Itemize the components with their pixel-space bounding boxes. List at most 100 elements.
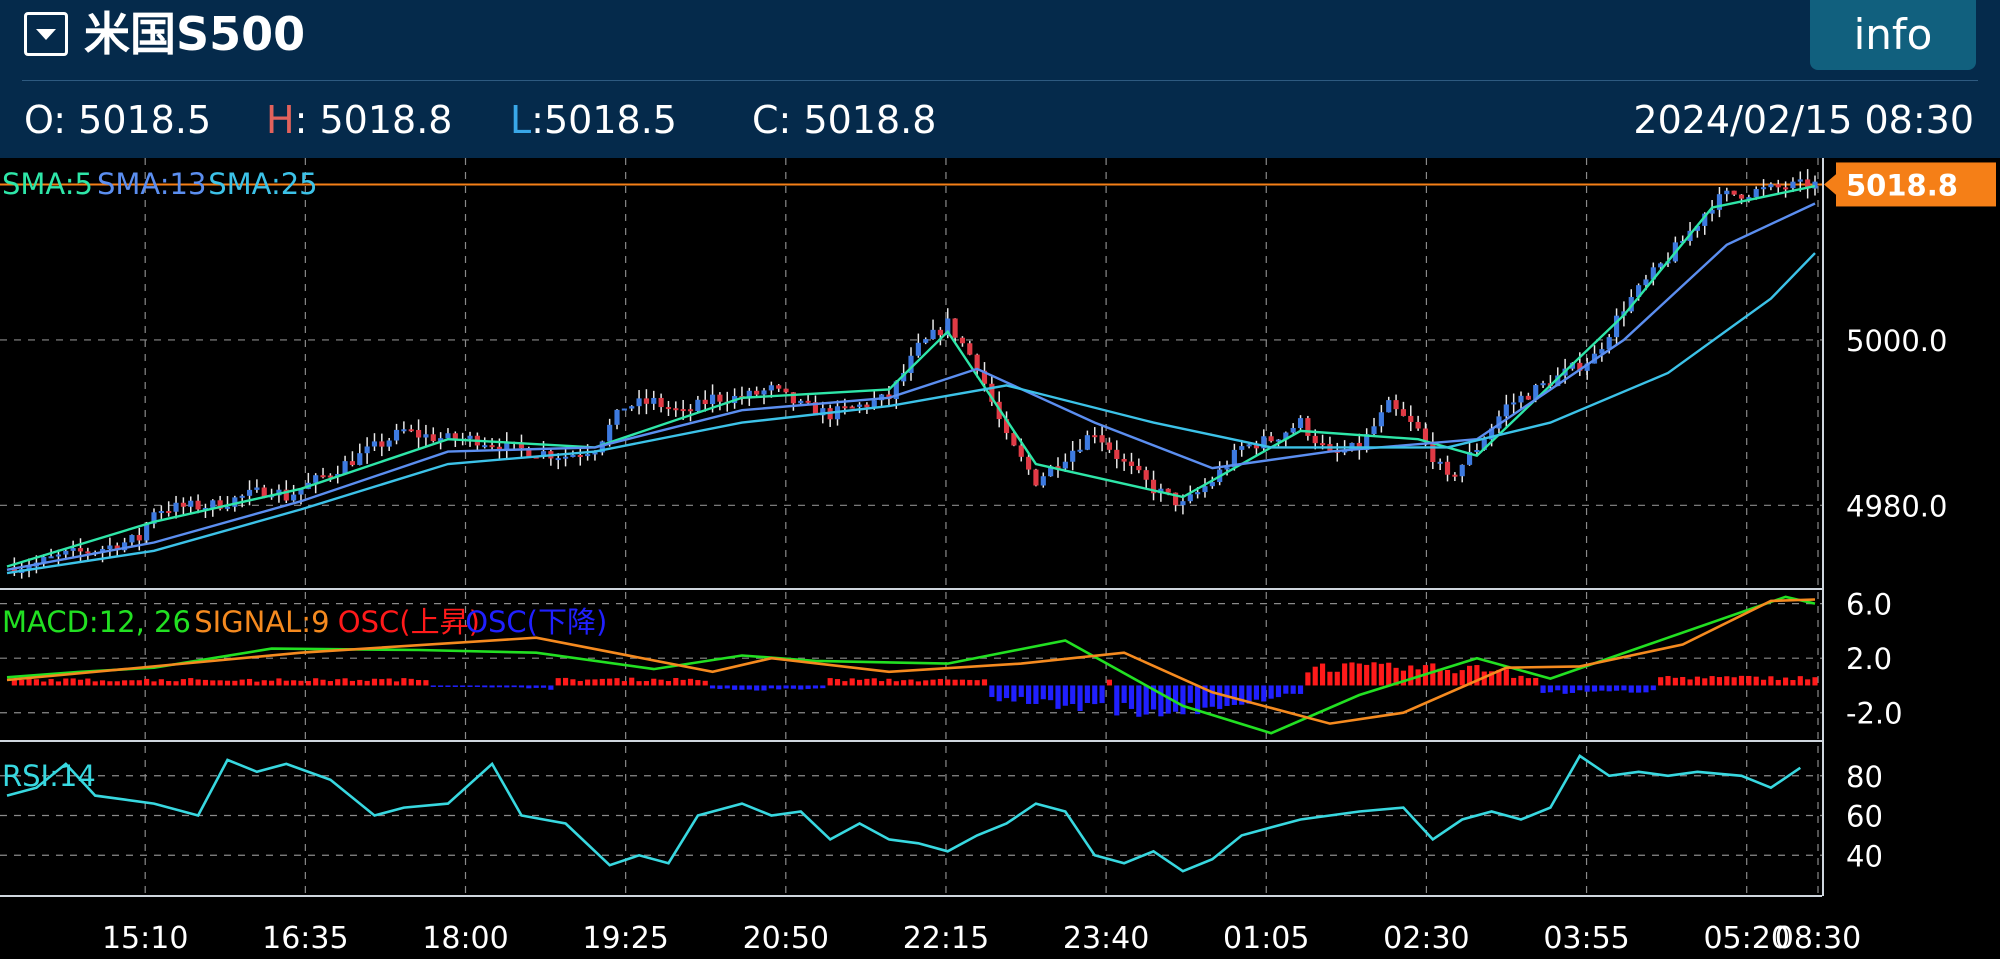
sma-line-25 [6,252,1816,575]
osc-bar [886,678,892,686]
osc-bar [55,681,62,686]
macd-panel[interactable] [6,595,1818,735]
legend-item: SIGNAL:9 [194,605,329,639]
candle-body [746,390,752,399]
osc-bar [1026,685,1032,704]
candle-body [1283,432,1289,440]
osc-bar [63,678,69,686]
candle-body [1760,187,1767,190]
candle-body [1599,349,1605,354]
x-tick-label: 08:30 [1775,921,1861,956]
osc-bar [732,685,738,690]
x-tick-label: 02:30 [1383,921,1469,956]
osc-bar [1092,685,1098,705]
osc-bar [1805,679,1811,686]
candle-body [210,500,216,508]
osc-bar [1518,675,1524,686]
candle-body [1496,416,1502,429]
osc-bar [665,680,672,686]
candle-body [1805,179,1811,189]
osc-bar [504,685,510,688]
candle-body [1584,363,1590,371]
candle-body [173,502,179,512]
osc-bar [1143,685,1149,715]
rsi-panel[interactable] [6,754,1802,873]
last-price-badge [1836,162,1996,207]
candle-body [327,475,333,478]
grid-layer [0,158,1824,897]
osc-bar [724,685,730,689]
x-tick-label: 15:10 [102,921,188,956]
x-tick-label: 18:00 [422,921,508,956]
osc-bar [269,680,275,686]
candle-body [1040,476,1046,486]
candle-body [1290,428,1296,433]
chart-area[interactable]: 15:10 16:35 18:00 19:25 20:50 22:15 23:40 01:05… [0,158,2000,959]
osc-bar [136,680,142,686]
candle-body [1371,426,1377,435]
candle-body [555,458,561,461]
sma-line-5 [6,184,1816,568]
osc-bar [1687,679,1693,686]
osc-bar [342,678,348,686]
candle-body [379,441,385,447]
candle-body [952,318,958,338]
x-tick-label: 20:50 [743,921,829,956]
candle-body [386,440,392,447]
candle-body [776,385,782,389]
osc-bar [283,680,289,686]
osc-bar [1768,676,1774,686]
osc-bar [1628,685,1634,693]
price-y-tick: 4980.0 [1846,489,1947,523]
osc-bar [1650,685,1656,691]
osc-bar [1114,685,1120,716]
osc-bar [636,681,642,686]
candle-body [438,438,444,442]
candle-body [1084,435,1090,450]
candle-body [526,448,532,457]
osc-bar [1474,665,1480,686]
osc-bar [1246,685,1252,704]
legend-item: SMA:5 [2,167,93,201]
osc-bar [540,685,547,688]
candle-body [1231,449,1237,468]
header-divider [22,80,1978,81]
osc-bar [511,685,517,688]
candle-body [393,429,400,441]
osc-bar [989,685,995,697]
osc-bar [246,678,253,686]
osc-bar [158,679,164,686]
legends: SMA:5 SMA:13 SMA:25 MACD:12, 26 SIGNAL:9 OSC(… [2,167,607,793]
caret-down-icon [36,29,56,40]
candle-body [1540,383,1546,386]
symbol-dropdown-button[interactable] [24,12,68,56]
header-bar: 米国S500 info O: 5018.5 H: 5018.8 L:5018.5… [0,0,2000,158]
osc-bar [70,678,76,686]
ohlc-low: L:5018.5 [510,98,677,142]
osc-bar [768,685,774,689]
candle-body [357,453,363,465]
osc-bar [173,681,179,686]
info-button[interactable]: info [1810,0,1976,70]
candle-body [1518,395,1524,403]
osc-bar [1356,663,1362,686]
osc-bar [805,685,811,689]
osc-bar [1738,675,1745,686]
candle-body [974,354,980,371]
osc-bar [1364,664,1370,686]
price-panel[interactable] [0,169,1822,579]
candle-body [1489,428,1495,440]
osc-bar [959,679,966,686]
osc-bar [754,685,760,691]
candle-body [467,435,473,439]
candle-body [452,433,458,440]
osc-bar [188,678,194,686]
candle-body [981,370,988,384]
candle-body [1481,439,1487,450]
candle-body [1033,469,1039,486]
osc-bar [687,678,694,686]
candle-body [202,507,209,510]
candle-body [1180,501,1186,506]
osc-bar [1753,676,1759,686]
candle-body [188,500,194,507]
